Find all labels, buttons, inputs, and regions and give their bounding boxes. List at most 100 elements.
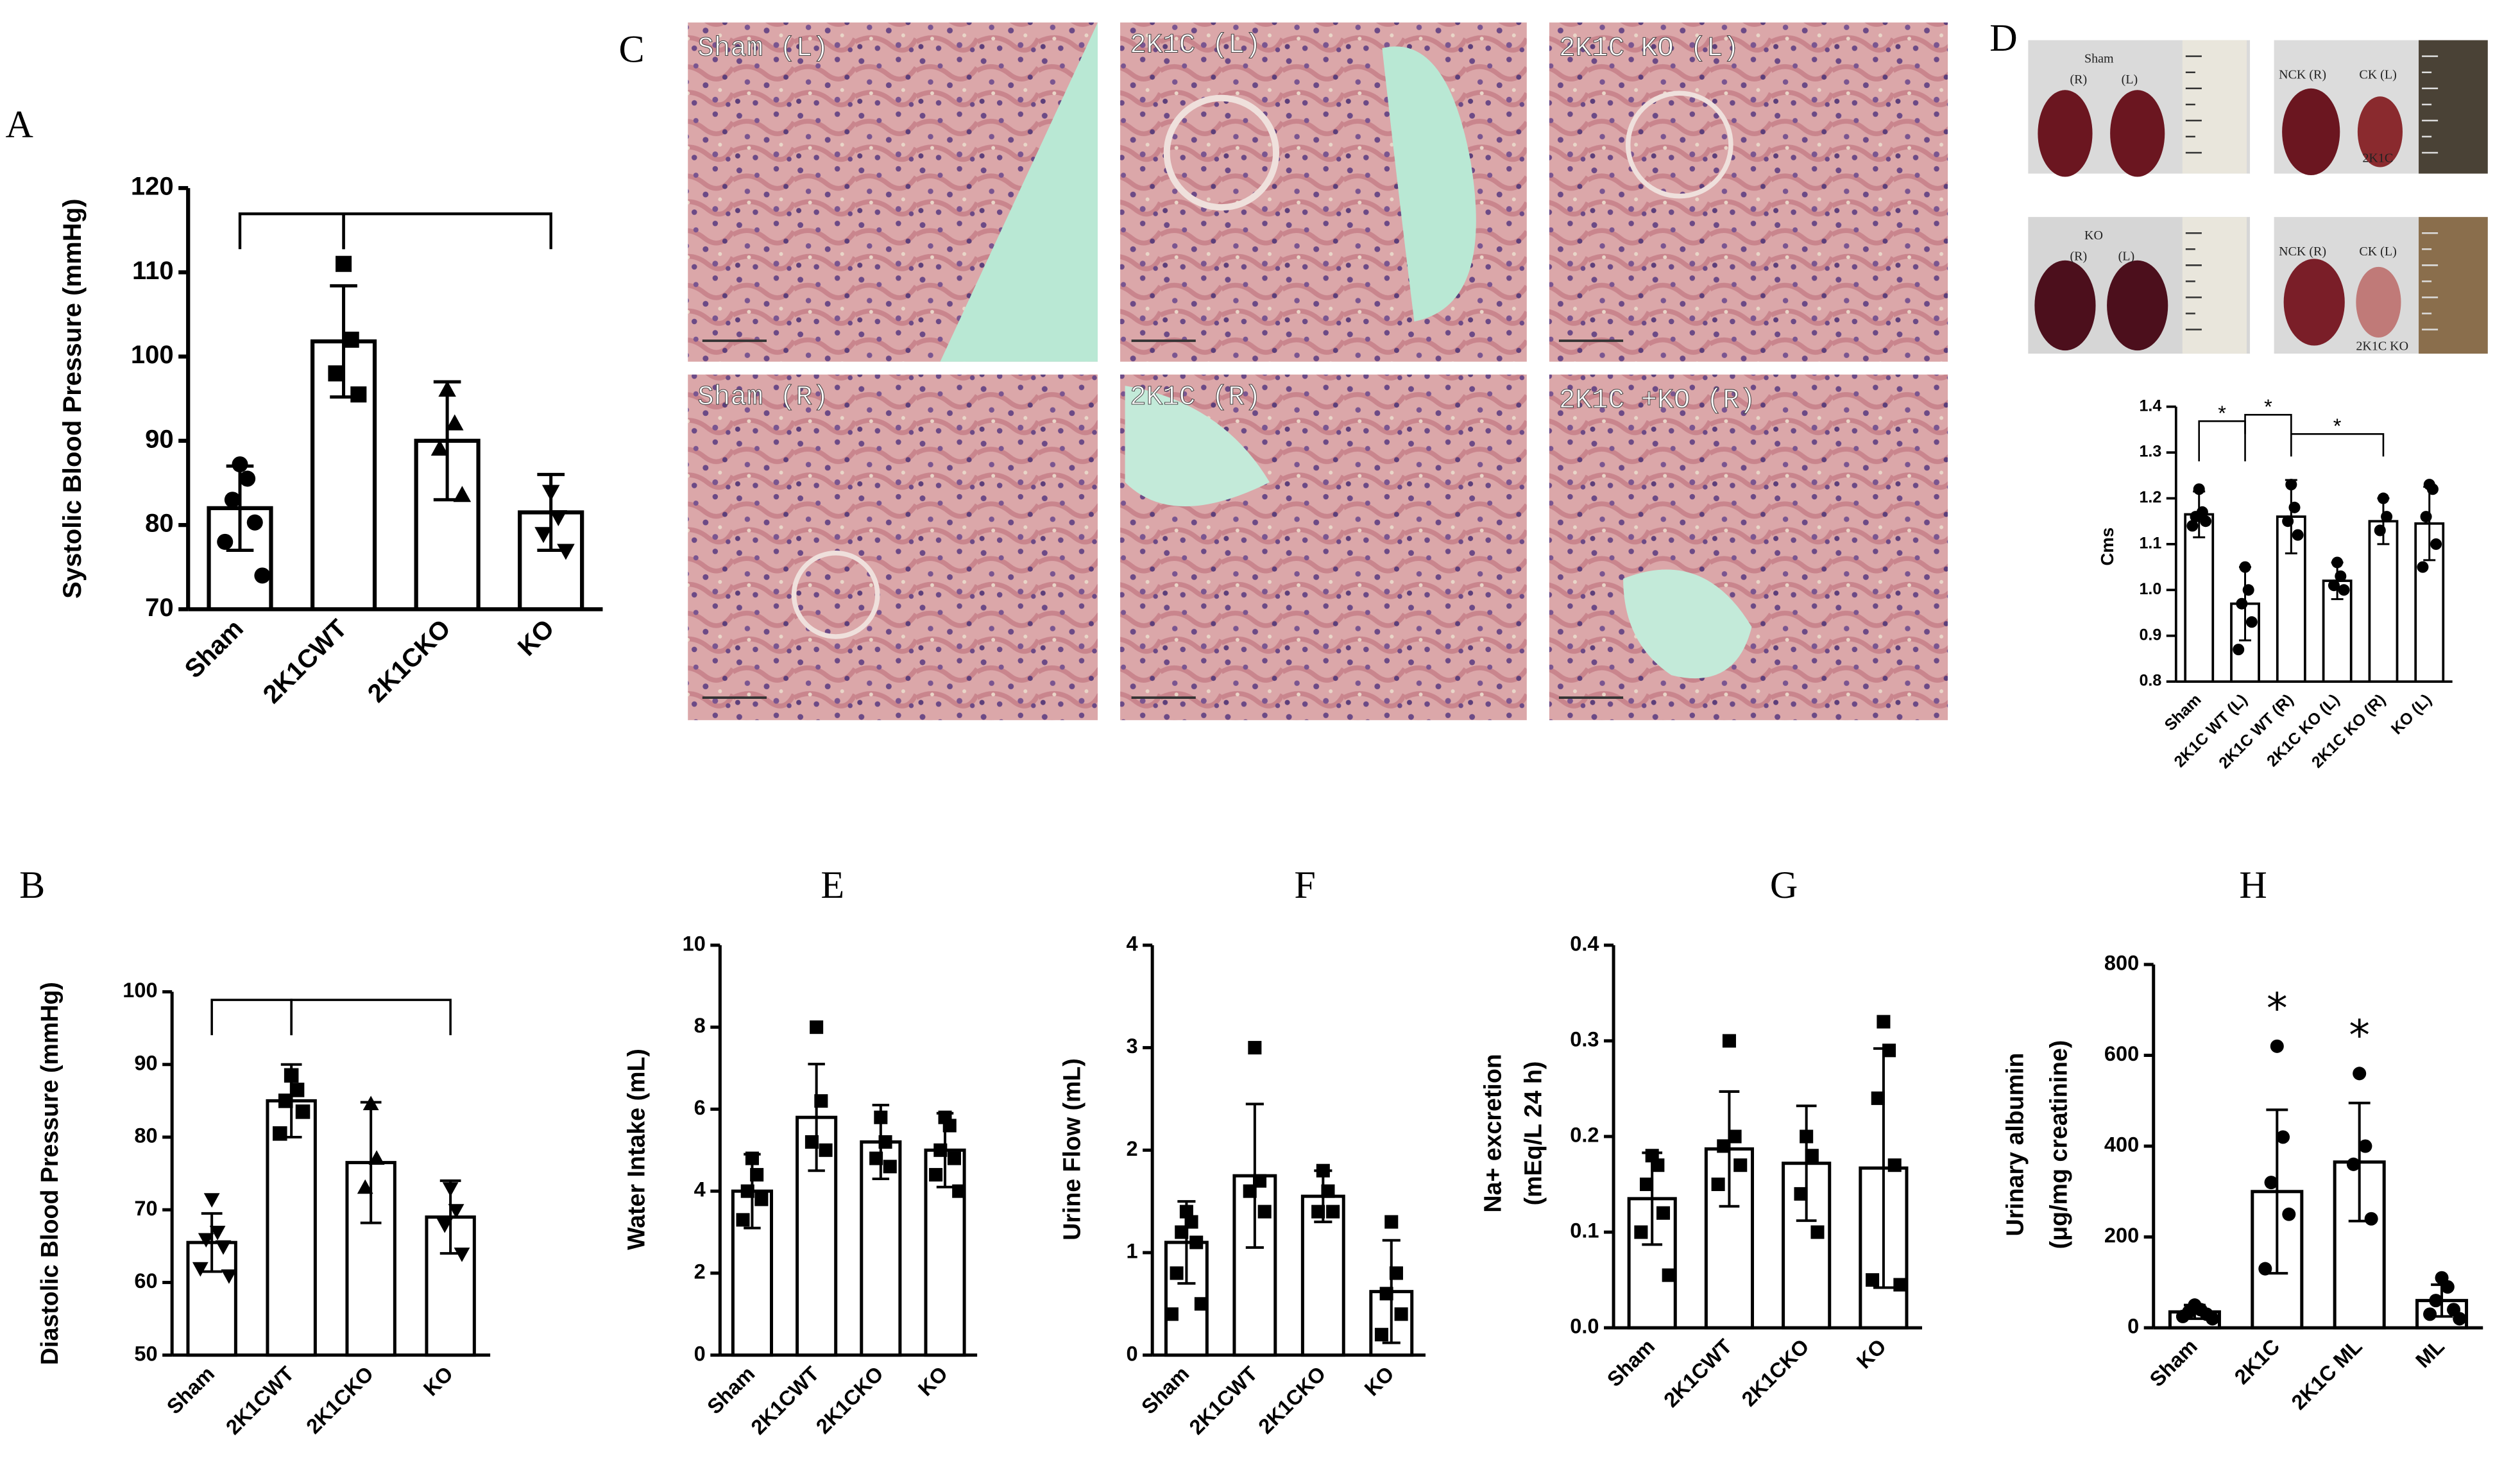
data-point — [1877, 1015, 1891, 1029]
data-point — [2328, 579, 2340, 592]
x-tick-label: Sham — [702, 1362, 759, 1418]
data-point — [2377, 492, 2389, 504]
photo-label: KO — [2084, 228, 2103, 243]
panel-letter: C — [619, 28, 645, 71]
data-point — [883, 1160, 897, 1174]
y-tick-label: 100 — [123, 979, 157, 1002]
y-tick-label: 90 — [134, 1051, 157, 1074]
data-point — [368, 1150, 385, 1165]
micrograph — [1549, 374, 1948, 721]
data-point — [192, 1262, 209, 1277]
data-point — [1733, 1158, 1748, 1172]
data-point — [1800, 1129, 1814, 1144]
data-point — [1728, 1129, 1742, 1144]
y-tick-label: 0.1 — [1570, 1219, 1599, 1242]
data-point — [217, 533, 234, 550]
bracket — [290, 999, 452, 1036]
data-point — [1866, 1273, 1880, 1287]
photo-label: CK (L) — [2359, 67, 2396, 82]
x-tick-label: 2K1C ML — [2287, 1335, 2367, 1414]
error-bar — [1796, 1104, 1817, 1222]
data-point — [2374, 524, 2386, 536]
data-point — [1179, 1205, 1193, 1219]
x-tick-label: 2K1CWT — [747, 1362, 824, 1439]
photo-label: NCK (R) — [2279, 244, 2326, 259]
micrograph — [688, 374, 1098, 721]
y-axis-label: Na+ excretion — [1479, 1054, 1506, 1212]
y-tick-label: 0 — [1127, 1342, 1138, 1365]
photo-label: NCK (R) — [2279, 67, 2326, 82]
data-point — [2264, 1176, 2278, 1190]
bar — [345, 1161, 396, 1357]
data-point — [952, 1184, 966, 1198]
y-tick-label: 1.1 — [2139, 535, 2161, 553]
data-point — [736, 1213, 750, 1227]
data-point — [1893, 1278, 1907, 1292]
y-tick-label: 1.3 — [2139, 443, 2161, 461]
data-point — [754, 1192, 769, 1206]
panel-letter: H — [2239, 864, 2267, 907]
data-point — [1316, 1163, 1330, 1178]
y-tick-label: 4 — [694, 1178, 706, 1201]
x-tick-label: KO — [419, 1362, 457, 1400]
y-tick-label: 0 — [694, 1342, 706, 1365]
y-tick-label: 60 — [134, 1269, 157, 1292]
data-point — [1634, 1225, 1648, 1239]
data-point — [2175, 1309, 2190, 1323]
data-point — [278, 1094, 293, 1108]
y-axis-label: Urinary albumin — [2002, 1053, 2029, 1237]
data-point — [289, 1083, 305, 1097]
y-axis-label: Cms — [2097, 528, 2117, 566]
y-tick-label: 50 — [134, 1342, 157, 1365]
data-point — [454, 1248, 470, 1262]
photo-label: 2K1C — [2362, 151, 2393, 166]
data-point — [1887, 1158, 1902, 1172]
x-tick-label: 2K1CKO — [302, 1362, 378, 1438]
photo-label: CK (L) — [2359, 244, 2396, 259]
error-bar — [808, 1063, 825, 1172]
annotation: * — [2349, 1012, 2370, 1060]
scale-bars — [702, 339, 1624, 699]
data-point — [929, 1168, 943, 1182]
y-tick-label: 8 — [694, 1014, 706, 1037]
data-point — [1394, 1307, 1408, 1321]
panel-letter: B — [19, 864, 45, 907]
photo-label: 2K1C KO — [2356, 339, 2408, 354]
rulers — [2182, 40, 2488, 354]
y-tick-label: 90 — [145, 425, 174, 453]
data-point — [878, 1135, 892, 1149]
y-tick-label: 0.0 — [1570, 1315, 1599, 1338]
data-point — [1257, 1205, 1272, 1219]
y-tick-label: 80 — [145, 510, 174, 538]
data-point — [284, 1068, 299, 1083]
x-tick-label: 2K1CWT — [1185, 1362, 1262, 1439]
data-point — [246, 514, 263, 531]
lumen — [1623, 569, 1752, 679]
data-point — [343, 331, 359, 348]
data-point — [1384, 1215, 1399, 1229]
y-tick-label: 70 — [145, 594, 174, 622]
panel-letter: A — [5, 103, 33, 146]
y-tick-label: 1.2 — [2139, 488, 2161, 506]
data-point — [549, 510, 568, 527]
bracket-label: * — [2264, 395, 2272, 418]
y-tick-label: 0.8 — [2139, 672, 2161, 690]
bracket-label: * — [2333, 415, 2342, 438]
histology-panel: C Sham (L) 2K1C (L) 2K1C KO (L) Sham (R)… — [619, 22, 1948, 721]
data-point — [1170, 1266, 1184, 1280]
data-point — [2335, 570, 2347, 582]
data-point — [436, 1218, 453, 1233]
data-point — [819, 1143, 833, 1157]
y-axis-label: Water Intake (mL) — [623, 1049, 650, 1250]
image-label: Sham (R) — [697, 382, 828, 413]
data-point — [2429, 1294, 2443, 1308]
data-point — [869, 1151, 883, 1165]
bracket — [2290, 433, 2385, 457]
data-point — [2276, 1130, 2290, 1144]
y-tick-label: 70 — [134, 1197, 157, 1220]
data-point — [2242, 584, 2254, 596]
kidney-photos: D Sham (R) (L) NCK (R) CK (L) 2K1C KO (R… — [1989, 17, 2488, 354]
y-tick-label: 3 — [1127, 1034, 1138, 1058]
y-tick-label: 120 — [131, 173, 174, 201]
